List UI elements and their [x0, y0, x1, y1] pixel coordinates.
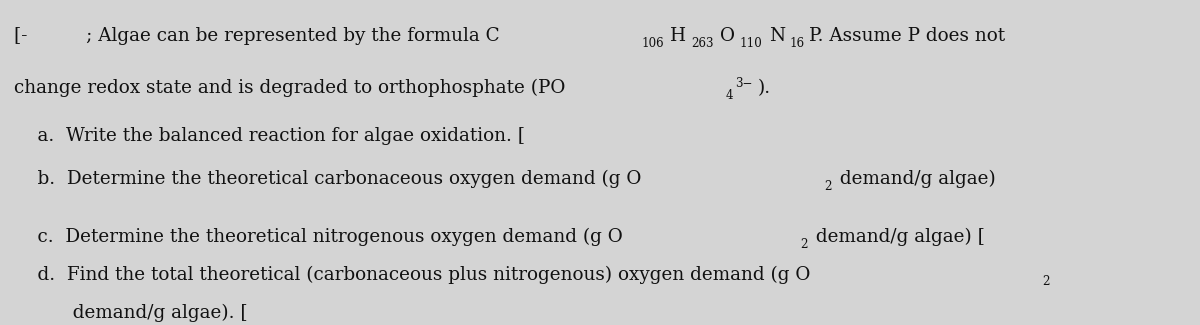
- Text: O: O: [720, 27, 736, 45]
- Text: N: N: [769, 27, 785, 45]
- Text: ).: ).: [758, 79, 772, 97]
- Text: change redox state and is degraded to orthophosphate (PO: change redox state and is degraded to or…: [14, 78, 565, 97]
- Text: b.  Determine the theoretical carbonaceous oxygen demand (g O: b. Determine the theoretical carbonaceou…: [14, 169, 642, 188]
- Text: [-          ; Algae can be represented by the formula C: [- ; Algae can be represented by the for…: [14, 27, 500, 45]
- Text: 3−: 3−: [736, 77, 754, 90]
- Text: H: H: [671, 27, 686, 45]
- Text: a.  Write the balanced reaction for algae oxidation. [: a. Write the balanced reaction for algae…: [14, 127, 526, 145]
- Text: 16: 16: [790, 36, 805, 49]
- Text: 2: 2: [800, 238, 808, 251]
- Text: d.  Find the total theoretical (carbonaceous plus nitrogenous) oxygen demand (g : d. Find the total theoretical (carbonace…: [14, 265, 811, 283]
- Text: 4: 4: [726, 88, 733, 101]
- Text: demand/g algae). [: demand/g algae). [: [14, 304, 248, 322]
- Text: 106: 106: [641, 36, 664, 49]
- Text: demand/g algae): demand/g algae): [834, 169, 995, 188]
- Text: 110: 110: [739, 36, 762, 49]
- Text: 2: 2: [824, 179, 832, 192]
- Text: P. Assume P does not: P. Assume P does not: [809, 27, 1006, 45]
- Text: 263: 263: [691, 36, 714, 49]
- Text: c.  Determine the theoretical nitrogenous oxygen demand (g O: c. Determine the theoretical nitrogenous…: [14, 228, 623, 246]
- Text: demand/g algae) [: demand/g algae) [: [810, 228, 984, 246]
- Text: 2: 2: [1042, 275, 1050, 288]
